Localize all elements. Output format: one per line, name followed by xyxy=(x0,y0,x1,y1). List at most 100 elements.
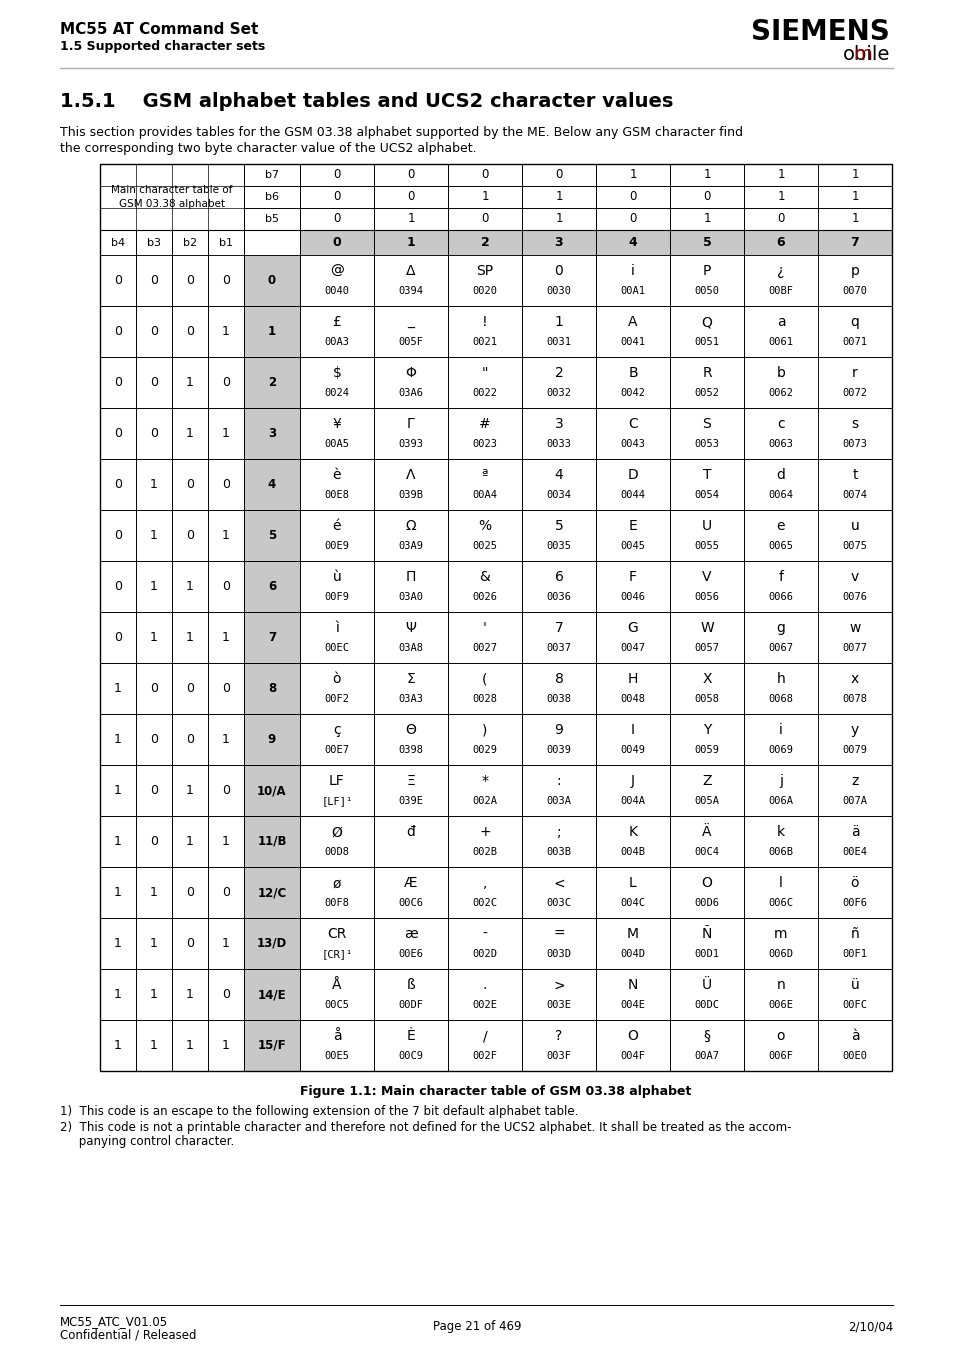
Text: 7: 7 xyxy=(268,631,275,644)
Bar xyxy=(299,408,374,459)
Bar xyxy=(521,230,596,255)
Bar xyxy=(448,230,521,255)
Bar xyxy=(208,867,244,917)
Bar xyxy=(244,713,299,765)
Bar xyxy=(817,255,891,305)
Text: 0020: 0020 xyxy=(472,285,497,296)
Text: 00A5: 00A5 xyxy=(324,439,349,449)
Bar xyxy=(299,969,374,1020)
Text: f: f xyxy=(778,570,782,585)
Text: Λ: Λ xyxy=(406,469,416,482)
Text: 0034: 0034 xyxy=(546,489,571,500)
Text: E: E xyxy=(628,519,637,534)
Text: à: à xyxy=(850,1029,859,1043)
Bar xyxy=(669,509,743,561)
Bar xyxy=(136,867,172,917)
Text: x: x xyxy=(850,673,859,686)
Text: 1: 1 xyxy=(150,580,158,593)
Text: 1)  This code is an escape to the following extension of the 7 bit default alpha: 1) This code is an escape to the followi… xyxy=(60,1105,578,1119)
Text: ": " xyxy=(481,366,488,381)
Text: 0031: 0031 xyxy=(546,336,571,347)
Bar xyxy=(244,163,299,186)
Text: ü: ü xyxy=(850,978,859,993)
Text: 2: 2 xyxy=(480,236,489,249)
Bar xyxy=(136,969,172,1020)
Text: 6: 6 xyxy=(268,580,275,593)
Text: 003B: 003B xyxy=(546,847,571,857)
Text: 15/F: 15/F xyxy=(257,1039,286,1052)
Text: t: t xyxy=(851,469,857,482)
Text: Ω: Ω xyxy=(405,519,416,534)
Text: 0: 0 xyxy=(186,938,193,950)
Text: D: D xyxy=(627,469,638,482)
Text: 0021: 0021 xyxy=(472,336,497,347)
Text: 1: 1 xyxy=(150,988,158,1001)
Text: U: U xyxy=(701,519,711,534)
Text: 0: 0 xyxy=(222,274,230,286)
Text: 0046: 0046 xyxy=(619,592,645,601)
Text: 1: 1 xyxy=(150,530,158,542)
Bar xyxy=(136,1020,172,1071)
Bar xyxy=(596,408,669,459)
Bar xyxy=(743,357,817,408)
Bar xyxy=(208,612,244,663)
Bar xyxy=(669,816,743,867)
Text: 00C4: 00C4 xyxy=(694,847,719,857)
Bar xyxy=(448,917,521,969)
Text: 004D: 004D xyxy=(619,948,645,959)
Text: 1: 1 xyxy=(555,212,562,226)
Text: 1: 1 xyxy=(222,427,230,440)
Bar xyxy=(299,663,374,713)
Text: 03A3: 03A3 xyxy=(398,693,423,704)
Bar xyxy=(448,765,521,816)
Bar xyxy=(743,163,817,186)
Text: 0038: 0038 xyxy=(546,693,571,704)
Text: 6: 6 xyxy=(776,236,784,249)
Text: 0: 0 xyxy=(629,212,636,226)
Text: 00D6: 00D6 xyxy=(694,897,719,908)
Bar xyxy=(669,459,743,509)
Bar xyxy=(374,612,448,663)
Text: q: q xyxy=(850,315,859,330)
Text: 0: 0 xyxy=(150,376,158,389)
Bar xyxy=(596,969,669,1020)
Text: 002A: 002A xyxy=(472,796,497,805)
Text: 0: 0 xyxy=(186,682,193,694)
Bar xyxy=(596,208,669,230)
Text: 004E: 004E xyxy=(619,1000,645,1009)
Bar xyxy=(743,867,817,917)
Text: 4: 4 xyxy=(554,469,563,482)
Text: 00A4: 00A4 xyxy=(472,489,497,500)
Bar xyxy=(244,612,299,663)
Text: 0393: 0393 xyxy=(398,439,423,449)
Text: 0051: 0051 xyxy=(694,336,719,347)
Bar xyxy=(172,357,208,408)
Text: m: m xyxy=(774,927,787,942)
Text: æ: æ xyxy=(404,927,417,942)
Text: 0: 0 xyxy=(333,236,341,249)
Bar xyxy=(743,305,817,357)
Bar xyxy=(817,612,891,663)
Text: ä: ä xyxy=(850,825,859,839)
Text: 0039: 0039 xyxy=(546,744,571,755)
Bar xyxy=(172,509,208,561)
Bar xyxy=(448,408,521,459)
Text: b2: b2 xyxy=(183,238,197,247)
Bar xyxy=(374,357,448,408)
Text: 00DC: 00DC xyxy=(694,1000,719,1009)
Text: È: È xyxy=(406,1029,415,1043)
Text: 8: 8 xyxy=(268,682,275,694)
Bar xyxy=(596,663,669,713)
Text: 0028: 0028 xyxy=(472,693,497,704)
Bar xyxy=(448,255,521,305)
Text: 3: 3 xyxy=(268,427,275,440)
Bar xyxy=(448,208,521,230)
Text: 0069: 0069 xyxy=(768,744,793,755)
Bar xyxy=(596,230,669,255)
Text: 0054: 0054 xyxy=(694,489,719,500)
Text: 0053: 0053 xyxy=(694,439,719,449)
Text: 1: 1 xyxy=(222,530,230,542)
Bar xyxy=(669,208,743,230)
Bar xyxy=(208,917,244,969)
Text: 00A3: 00A3 xyxy=(324,336,349,347)
